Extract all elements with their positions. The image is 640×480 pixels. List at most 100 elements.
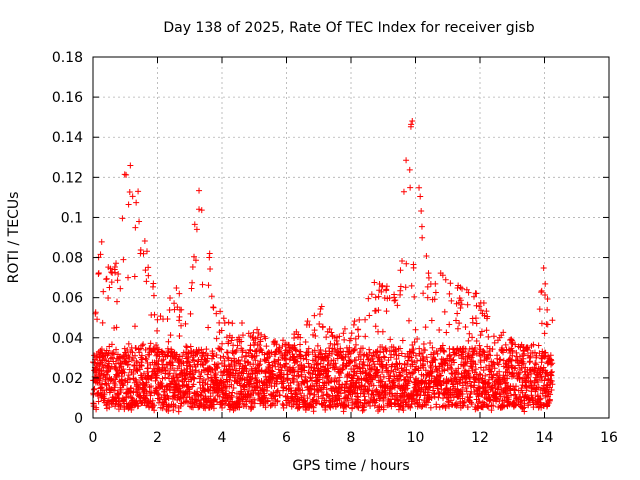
data-point [300,355,307,362]
data-point [326,348,333,355]
data-point [151,407,158,414]
data-point [225,319,232,326]
data-point [190,375,197,382]
data-point [108,279,115,286]
data-point [125,393,132,400]
data-point [171,300,178,307]
data-point [128,394,135,401]
data-point [377,349,384,356]
data-point [295,331,302,338]
data-point [145,264,152,271]
data-point [150,292,157,299]
data-point [491,339,498,346]
data-point [536,306,543,313]
data-point [90,391,97,398]
data-point [350,321,357,328]
data-point [107,355,114,362]
data-point [372,323,379,330]
data-point [276,392,283,399]
data-point [257,345,264,352]
data-point [378,283,385,290]
data-point [250,380,257,387]
data-point [184,365,191,372]
data-point [229,366,236,373]
data-point [363,351,370,358]
data-point [178,306,185,313]
data-point [291,342,298,349]
data-point [202,359,209,366]
y-tick-label: 0.1 [61,210,83,226]
data-point [272,402,279,409]
data-point [124,346,131,353]
data-point [144,373,151,380]
data-point [120,397,127,404]
data-point [159,405,166,412]
data-point [235,360,242,367]
data-point [238,354,245,361]
data-point [215,361,222,368]
data-point [282,363,289,370]
data-point [191,221,198,228]
data-point [165,408,172,415]
data-point [400,188,407,195]
data-point [139,342,146,349]
data-point [341,336,348,343]
data-point [334,352,341,359]
data-point [380,397,387,404]
data-point [140,250,147,257]
data-point [195,356,202,363]
data-point [436,326,443,333]
data-point [319,323,326,330]
data-point [425,274,432,281]
data-point [456,320,463,327]
data-point [153,342,160,349]
data-point [153,387,160,394]
data-point [127,162,134,169]
data-point [349,405,356,412]
data-point [126,188,133,195]
data-point [391,382,398,389]
data-point [388,390,395,397]
data-point [311,391,318,398]
data-point [332,396,339,403]
data-point [242,362,249,369]
data-point [200,376,207,383]
data-point [294,378,301,385]
data-point [324,375,331,382]
data-point [417,193,424,200]
data-point [273,389,280,396]
data-point [131,273,138,280]
data-point [441,308,448,315]
data-point [423,253,430,260]
data-point [334,346,341,353]
data-point [364,386,371,393]
data-point [213,335,220,342]
data-point [299,387,306,394]
data-point [293,347,300,354]
data-point [207,265,214,272]
y-tick-label: 0.18 [52,50,83,66]
data-point [221,320,228,327]
data-point [469,319,476,326]
data-point [165,404,172,411]
data-point [216,393,223,400]
data-point [150,280,157,287]
data-point [210,353,217,360]
data-point [274,387,281,394]
data-point [462,324,469,331]
data-point [396,360,403,367]
data-point [388,385,395,392]
data-point [332,360,339,367]
data-point [108,269,115,276]
data-point [95,398,102,405]
data-point [139,356,146,363]
data-point [256,362,263,369]
data-point [403,260,410,267]
data-point [229,334,236,341]
data-point [328,376,335,383]
data-point [386,295,393,302]
data-point [216,319,223,326]
data-point [225,355,232,362]
data-point [327,404,334,411]
data-point [119,380,126,387]
